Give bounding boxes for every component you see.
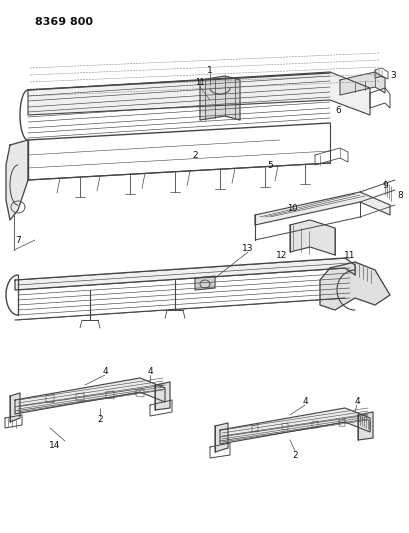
- Text: 4: 4: [301, 398, 307, 407]
- Text: 11: 11: [344, 251, 355, 260]
- Polygon shape: [10, 393, 20, 422]
- Text: 2: 2: [292, 450, 297, 459]
- Text: 3: 3: [389, 70, 395, 79]
- Polygon shape: [339, 72, 384, 95]
- Text: 6: 6: [334, 106, 340, 115]
- Text: 1: 1: [207, 66, 212, 75]
- Text: 13: 13: [242, 244, 253, 253]
- Polygon shape: [15, 258, 354, 290]
- Polygon shape: [15, 378, 164, 414]
- Polygon shape: [195, 276, 214, 290]
- Text: 5: 5: [267, 160, 272, 169]
- Text: 10: 10: [286, 204, 297, 213]
- Text: 4: 4: [353, 398, 359, 407]
- Polygon shape: [6, 140, 28, 220]
- Polygon shape: [28, 72, 369, 115]
- Text: 9: 9: [381, 181, 387, 190]
- Polygon shape: [254, 192, 389, 225]
- Polygon shape: [155, 382, 170, 410]
- Text: 14: 14: [49, 440, 61, 449]
- Text: 2: 2: [97, 416, 103, 424]
- Text: 8: 8: [396, 190, 402, 199]
- Text: 8369 800: 8369 800: [35, 17, 93, 27]
- Text: 7: 7: [15, 236, 21, 245]
- Text: 12: 12: [276, 251, 287, 260]
- Text: 4: 4: [147, 367, 153, 376]
- Polygon shape: [289, 220, 334, 255]
- Polygon shape: [200, 76, 239, 120]
- Polygon shape: [220, 408, 369, 444]
- Polygon shape: [214, 423, 227, 452]
- Polygon shape: [357, 412, 372, 440]
- Polygon shape: [319, 262, 389, 310]
- Text: 2: 2: [192, 150, 197, 159]
- Text: 4: 4: [102, 367, 108, 376]
- Text: 11: 11: [195, 77, 204, 86]
